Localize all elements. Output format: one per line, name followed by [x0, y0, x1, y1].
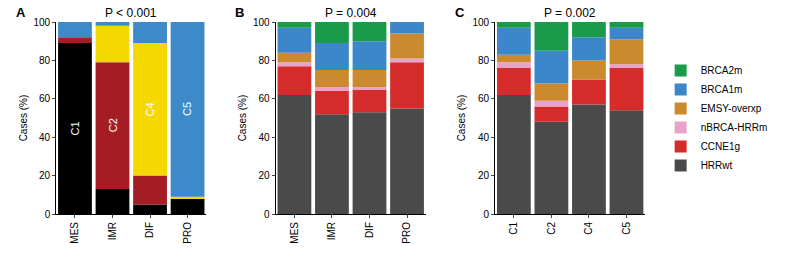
- svg-text:P = 0.002: P = 0.002: [544, 6, 596, 20]
- svg-text:C5: C5: [621, 222, 632, 235]
- svg-text:P < 0.001: P < 0.001: [105, 6, 157, 20]
- svg-text:60: 60: [259, 93, 271, 104]
- svg-text:0: 0: [484, 209, 490, 220]
- svg-text:Cases (%): Cases (%): [18, 95, 29, 142]
- svg-text:100: 100: [472, 17, 489, 28]
- svg-text:C4: C4: [144, 102, 156, 116]
- svg-text:C1: C1: [508, 222, 519, 235]
- svg-text:60: 60: [39, 93, 51, 104]
- svg-text:C: C: [455, 5, 465, 20]
- svg-text:IMR: IMR: [107, 222, 118, 240]
- svg-text:80: 80: [39, 55, 51, 66]
- svg-text:BRCA2m: BRCA2m: [701, 65, 743, 76]
- svg-text:40: 40: [478, 132, 490, 143]
- svg-text:PRO: PRO: [401, 222, 412, 244]
- svg-text:40: 40: [259, 132, 271, 143]
- svg-text:20: 20: [259, 170, 271, 181]
- svg-text:DIF: DIF: [364, 222, 375, 238]
- svg-text:100: 100: [34, 17, 51, 28]
- svg-text:Cases (%): Cases (%): [237, 95, 248, 142]
- svg-text:80: 80: [259, 55, 271, 66]
- svg-text:DIF: DIF: [144, 222, 155, 238]
- svg-text:80: 80: [478, 55, 490, 66]
- svg-text:EMSY-overxp: EMSY-overxp: [701, 103, 762, 114]
- svg-text:IMR: IMR: [326, 222, 337, 240]
- svg-text:MES: MES: [289, 222, 300, 244]
- svg-text:C1: C1: [69, 121, 81, 135]
- svg-text:40: 40: [39, 132, 51, 143]
- svg-text:P = 0.004: P = 0.004: [325, 6, 377, 20]
- svg-text:60: 60: [478, 93, 490, 104]
- svg-text:BRCA1m: BRCA1m: [701, 84, 743, 95]
- svg-text:C2: C2: [107, 118, 119, 132]
- svg-text:C4: C4: [583, 222, 594, 235]
- svg-text:0: 0: [264, 209, 270, 220]
- svg-text:20: 20: [39, 170, 51, 181]
- svg-text:100: 100: [253, 17, 270, 28]
- svg-text:Cases (%): Cases (%): [456, 95, 467, 142]
- svg-text:A: A: [16, 5, 26, 20]
- svg-text:HRRwt: HRRwt: [701, 160, 733, 171]
- svg-text:0: 0: [45, 209, 51, 220]
- svg-text:C2: C2: [546, 222, 557, 235]
- svg-text:C5: C5: [181, 102, 193, 116]
- svg-text:CCNE1g: CCNE1g: [701, 141, 740, 152]
- svg-text:B: B: [235, 5, 244, 20]
- svg-text:20: 20: [478, 170, 490, 181]
- svg-text:PRO: PRO: [182, 222, 193, 244]
- svg-text:MES: MES: [69, 222, 80, 244]
- svg-text:nBRCA-HRRm: nBRCA-HRRm: [701, 122, 768, 133]
